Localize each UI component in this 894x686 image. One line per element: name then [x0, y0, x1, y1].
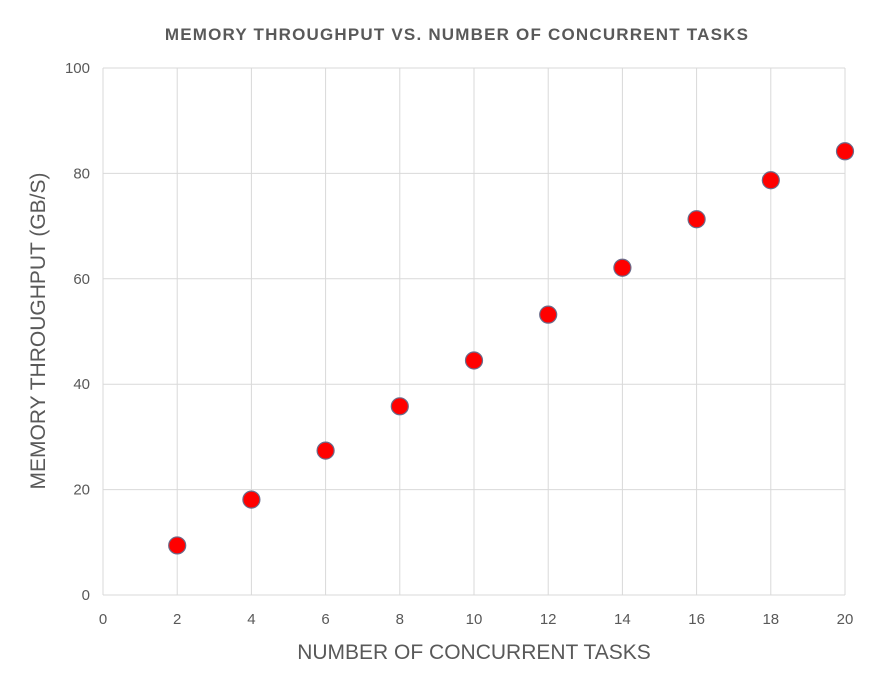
data-point: [761, 171, 780, 190]
data-point: [464, 351, 484, 370]
x-tick-label: 18: [762, 611, 779, 628]
x-tick-label: 4: [247, 611, 255, 628]
x-tick-label: 20: [837, 611, 854, 628]
data-points: [168, 142, 855, 555]
data-point: [687, 210, 706, 229]
x-tick-label: 16: [688, 611, 705, 628]
tick-labels: 0 20 40 60 80 100 0 2 4 6 8 10 12 14 16 18 20: [65, 60, 853, 628]
y-axis-title: MEMORY THROUGHPUT (GB/S): [27, 173, 50, 490]
y-tick-label: 40: [73, 376, 90, 393]
data-point: [242, 490, 261, 509]
y-tick-label: 80: [73, 165, 90, 182]
data-point: [168, 536, 187, 555]
grid-layer: [102, 67, 846, 596]
x-tick-label: 0: [99, 611, 107, 628]
y-tick-label: 100: [65, 60, 90, 77]
data-point: [613, 258, 632, 277]
data-point: [316, 441, 335, 460]
y-tick-label: 60: [73, 271, 90, 288]
y-tick-label: 20: [73, 482, 90, 499]
data-point: [390, 397, 409, 416]
x-tick-label: 8: [396, 611, 404, 628]
data-point: [835, 142, 855, 161]
chart-title: MEMORY THROUGHPUT VS. NUMBER OF CONCURRE…: [165, 25, 749, 44]
x-tick-label: 10: [466, 611, 483, 628]
x-axis-title: NUMBER OF CONCURRENT TASKS: [297, 641, 651, 664]
x-tick-label: 12: [540, 611, 557, 628]
x-tick-label: 6: [321, 611, 329, 628]
data-point: [539, 305, 558, 324]
x-tick-label: 2: [173, 611, 181, 628]
y-tick-label: 0: [82, 587, 90, 604]
x-tick-label: 14: [614, 611, 631, 628]
